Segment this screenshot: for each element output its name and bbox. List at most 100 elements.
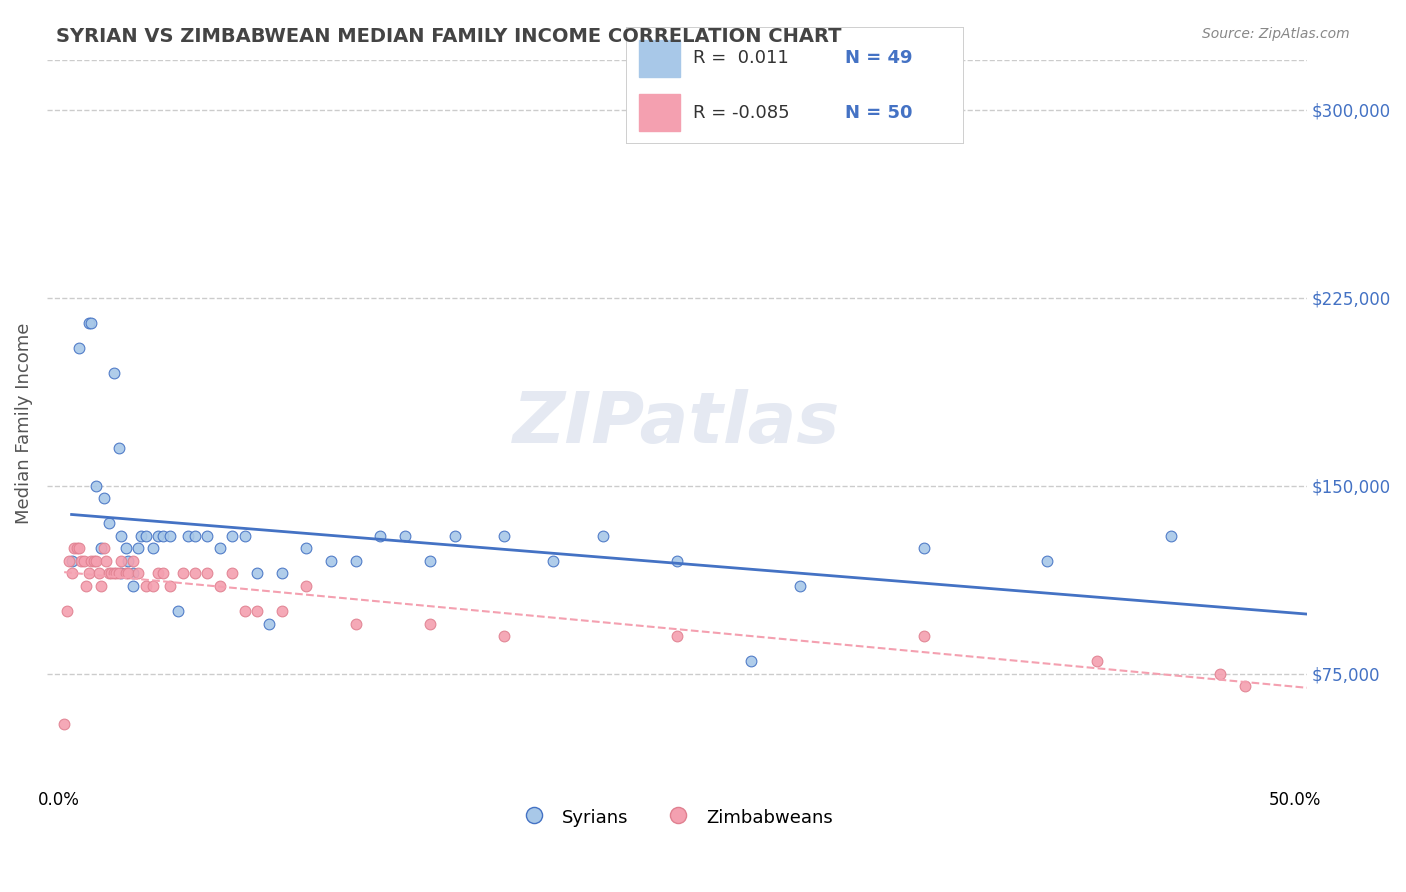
Point xyxy=(135,579,157,593)
Point xyxy=(1209,666,1232,681)
Point xyxy=(270,604,292,618)
Point xyxy=(221,529,243,543)
Y-axis label: Median Family Income: Median Family Income xyxy=(15,322,32,524)
Point xyxy=(63,541,86,556)
Point xyxy=(110,566,132,581)
Point xyxy=(100,566,122,581)
Point xyxy=(665,554,688,568)
Text: SYRIAN VS ZIMBABWEAN MEDIAN FAMILY INCOME CORRELATION CHART: SYRIAN VS ZIMBABWEAN MEDIAN FAMILY INCOM… xyxy=(56,27,842,45)
Point xyxy=(344,616,367,631)
Point xyxy=(208,541,231,556)
Point xyxy=(1085,654,1108,668)
Point xyxy=(319,554,342,568)
Point xyxy=(75,579,97,593)
Point xyxy=(912,541,935,556)
Point xyxy=(65,541,87,556)
Point xyxy=(93,491,115,506)
Point xyxy=(142,579,165,593)
Point xyxy=(419,554,441,568)
Point xyxy=(115,566,138,581)
Point xyxy=(419,616,441,631)
Point xyxy=(110,529,132,543)
Bar xyxy=(640,94,679,131)
Point xyxy=(80,316,103,330)
Point xyxy=(344,554,367,568)
Point xyxy=(58,554,80,568)
Point xyxy=(122,579,145,593)
Point xyxy=(1036,554,1059,568)
Point xyxy=(77,316,100,330)
Point xyxy=(110,554,132,568)
Point xyxy=(197,529,219,543)
Point xyxy=(60,566,83,581)
Point xyxy=(115,541,138,556)
Point xyxy=(84,554,107,568)
Point xyxy=(60,554,83,568)
Point xyxy=(90,579,112,593)
Point xyxy=(208,579,231,593)
Point xyxy=(105,566,128,581)
Text: N = 49: N = 49 xyxy=(845,49,912,67)
Point xyxy=(135,529,157,543)
Point xyxy=(117,554,139,568)
Point xyxy=(370,529,392,543)
Text: Source: ZipAtlas.com: Source: ZipAtlas.com xyxy=(1202,27,1350,41)
Point xyxy=(70,554,93,568)
Point xyxy=(159,529,181,543)
Point xyxy=(184,529,207,543)
Point xyxy=(1160,529,1182,543)
Point xyxy=(107,566,129,581)
Zimbabweans xyxy=(912,857,935,871)
Point xyxy=(789,579,811,593)
Point xyxy=(127,566,149,581)
Syrians xyxy=(912,857,935,871)
Point xyxy=(107,441,129,455)
Point xyxy=(492,629,515,643)
Point xyxy=(55,604,77,618)
Point xyxy=(53,716,76,731)
Point xyxy=(67,341,90,355)
Point xyxy=(394,529,416,543)
Point xyxy=(97,516,120,531)
Point xyxy=(665,629,688,643)
Point xyxy=(122,554,145,568)
Point xyxy=(117,566,139,581)
Text: R = -0.085: R = -0.085 xyxy=(693,103,790,121)
Point xyxy=(740,654,762,668)
Bar xyxy=(640,39,679,77)
Point xyxy=(90,541,112,556)
Point xyxy=(73,554,96,568)
Point xyxy=(129,529,152,543)
Point xyxy=(592,529,614,543)
Point xyxy=(443,529,465,543)
Point xyxy=(67,541,90,556)
Point xyxy=(146,566,169,581)
Point xyxy=(80,554,103,568)
Point xyxy=(152,529,174,543)
Point xyxy=(152,566,174,581)
Legend: Syrians, Zimbabweans: Syrians, Zimbabweans xyxy=(513,799,841,836)
Point xyxy=(142,541,165,556)
Point xyxy=(83,554,105,568)
Text: N = 50: N = 50 xyxy=(845,103,912,121)
Point xyxy=(246,566,269,581)
Point xyxy=(246,604,269,618)
Point xyxy=(84,479,107,493)
Point xyxy=(96,554,118,568)
Point xyxy=(295,579,318,593)
Point xyxy=(257,616,280,631)
Point xyxy=(127,541,149,556)
Point xyxy=(166,604,188,618)
Point xyxy=(97,566,120,581)
Point xyxy=(912,629,935,643)
Point xyxy=(543,554,565,568)
Point xyxy=(221,566,243,581)
Point xyxy=(159,579,181,593)
Point xyxy=(177,529,200,543)
Text: R =  0.011: R = 0.011 xyxy=(693,49,789,67)
Point xyxy=(87,566,110,581)
Point xyxy=(233,529,256,543)
Point xyxy=(1234,679,1257,693)
Point xyxy=(103,566,125,581)
Point xyxy=(492,529,515,543)
